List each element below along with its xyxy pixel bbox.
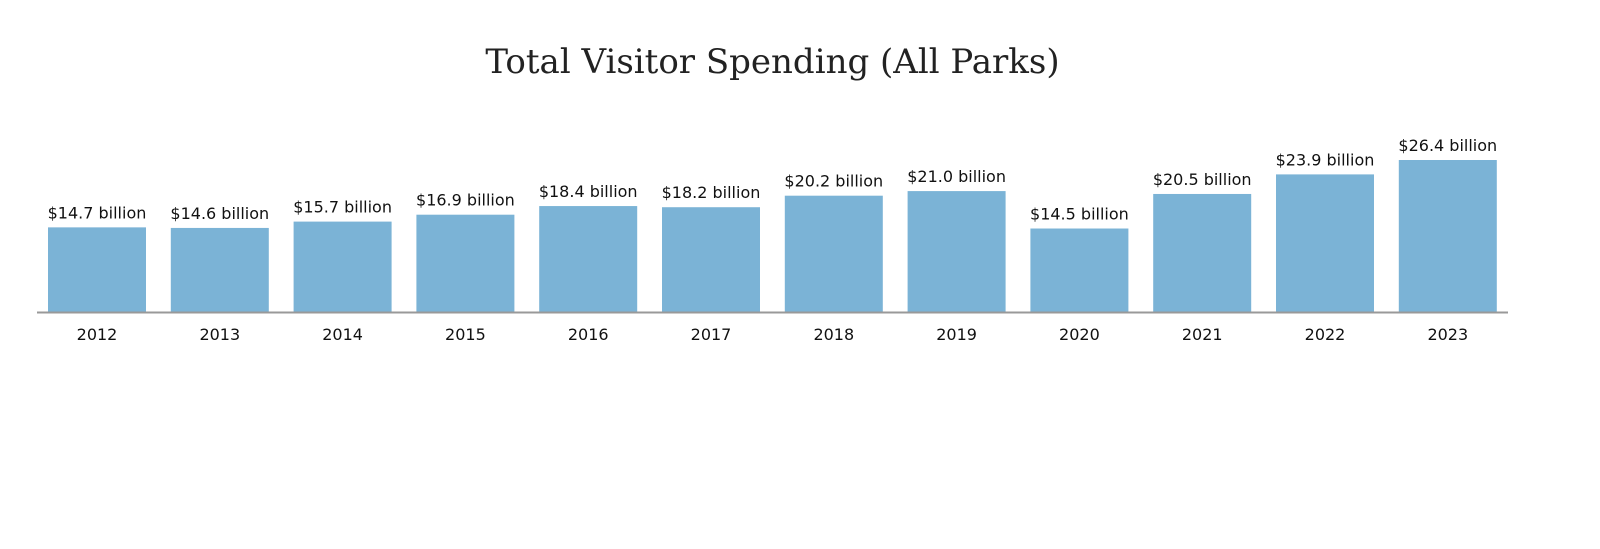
x-tick-label: 2019 — [936, 325, 977, 344]
data-label: $15.7 billion — [293, 198, 392, 217]
data-label: $14.7 billion — [48, 203, 147, 222]
bar-2019 — [907, 191, 1006, 312]
data-label: $23.9 billion — [1276, 150, 1375, 169]
bar-2013 — [170, 227, 269, 312]
x-tick-label: 2013 — [199, 325, 240, 344]
x-tick-label: 2018 — [813, 325, 854, 344]
x-tick-label: 2021 — [1182, 325, 1223, 344]
data-label: $14.6 billion — [170, 204, 269, 223]
x-tick-label: 2016 — [568, 325, 609, 344]
x-tick-label: 2015 — [445, 325, 486, 344]
x-tick-label: 2012 — [77, 325, 118, 344]
data-label: $18.2 billion — [662, 183, 761, 202]
data-label: $20.5 billion — [1153, 170, 1252, 189]
bar-2022 — [1276, 174, 1374, 312]
bar-2017 — [662, 207, 760, 312]
data-label: $14.5 billion — [1030, 205, 1129, 224]
data-label: $21.0 billion — [907, 167, 1006, 186]
data-label: $18.4 billion — [539, 182, 638, 201]
data-label: $20.2 billion — [784, 172, 883, 191]
data-label: $26.4 billion — [1398, 136, 1497, 155]
bar-2015 — [416, 214, 515, 312]
x-tick-label: 2022 — [1305, 325, 1346, 344]
x-tick-label: 2023 — [1427, 325, 1468, 344]
data-label: $16.9 billion — [416, 191, 515, 210]
chart-title: Total Visitor Spending (All Parks) — [485, 42, 1060, 82]
bar-2021 — [1153, 193, 1252, 312]
x-tick-label: 2017 — [691, 325, 732, 344]
bar-2012 — [48, 227, 146, 312]
bar-2014 — [293, 221, 392, 312]
x-tick-label: 2014 — [322, 325, 363, 344]
bar-2016 — [539, 206, 638, 312]
x-tick-label: 2020 — [1059, 325, 1100, 344]
bar-2020 — [1030, 228, 1129, 312]
bar-2023 — [1398, 160, 1497, 312]
bar-2018 — [784, 195, 883, 312]
